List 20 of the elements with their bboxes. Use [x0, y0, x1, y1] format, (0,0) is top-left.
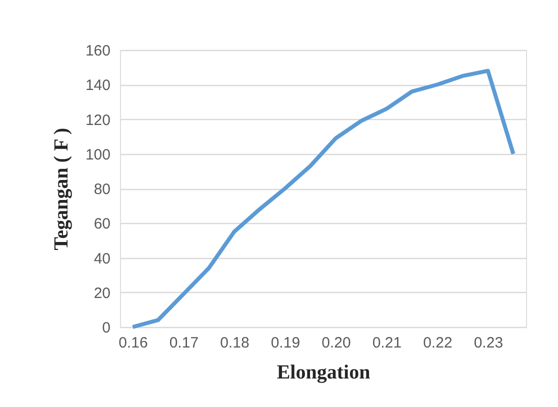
y-axis-title: Tegangan ( F )	[50, 128, 72, 250]
y-tick-label: 100	[85, 146, 110, 164]
x-tick-label: 0.19	[270, 334, 300, 352]
y-tick-label: 0	[102, 320, 110, 336]
y-tick-label: 40	[94, 250, 110, 268]
y-tick-label: 60	[94, 216, 110, 233]
y-tick-label: 20	[94, 284, 110, 302]
x-tick-label: 0.21	[372, 334, 402, 352]
x-tick-label: 0.16	[118, 334, 148, 352]
y-tick-label: 120	[85, 112, 110, 129]
line-series	[130, 68, 516, 329]
y-tick-label: 160	[85, 42, 110, 60]
y-tick-label: 140	[85, 77, 110, 94]
x-tick-label: 0.17	[169, 334, 199, 352]
x-tick-label: 0.23	[474, 334, 504, 352]
x-tick-label: 0.20	[322, 334, 351, 352]
x-axis-title: Elongation	[276, 362, 370, 384]
y-tick-label: 80	[94, 181, 110, 198]
x-tick-label: 0.18	[220, 334, 250, 352]
x-tick-label: 0.22	[423, 334, 452, 352]
